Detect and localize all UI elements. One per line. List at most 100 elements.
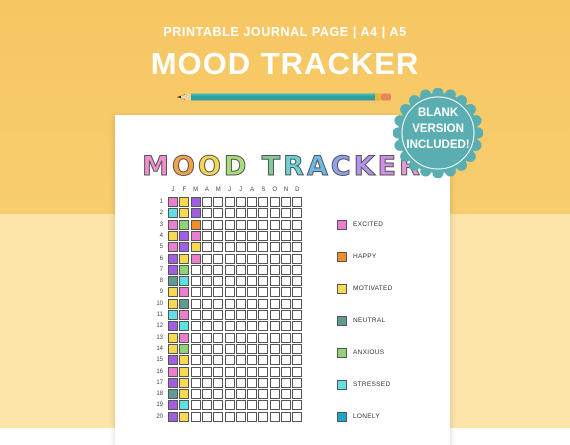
mood-cell[interactable] [213, 242, 224, 253]
mood-cell[interactable] [201, 400, 212, 411]
mood-cell[interactable] [235, 377, 246, 388]
mood-cell[interactable] [292, 389, 303, 400]
mood-cell[interactable] [224, 310, 235, 320]
mood-cell[interactable] [292, 366, 303, 377]
mood-cell[interactable] [292, 298, 303, 309]
mood-cell[interactable] [168, 276, 178, 287]
mood-cell[interactable] [179, 343, 190, 354]
mood-cell[interactable] [258, 343, 269, 354]
mood-cell[interactable] [179, 310, 190, 320]
mood-cell[interactable] [190, 208, 201, 219]
mood-cell[interactable] [292, 253, 303, 264]
mood-cell[interactable] [190, 389, 201, 400]
mood-cell[interactable] [224, 366, 235, 377]
mood-cell[interactable] [179, 389, 190, 400]
mood-cell[interactable] [269, 411, 280, 422]
mood-cell[interactable] [235, 276, 246, 287]
mood-cell[interactable] [168, 321, 178, 332]
mood-cell[interactable] [179, 276, 190, 287]
mood-cell[interactable] [281, 264, 291, 275]
mood-cell[interactable] [213, 264, 224, 275]
mood-cell[interactable] [190, 366, 201, 377]
mood-cell[interactable] [213, 321, 224, 332]
mood-cell[interactable] [168, 208, 178, 219]
mood-cell[interactable] [269, 400, 280, 411]
mood-cell[interactable] [190, 310, 201, 320]
mood-cell[interactable] [235, 343, 246, 354]
mood-cell[interactable] [213, 355, 224, 366]
mood-cell[interactable] [168, 310, 178, 320]
mood-cell[interactable] [235, 400, 246, 411]
mood-cell[interactable] [247, 400, 258, 411]
mood-cell[interactable] [179, 377, 190, 388]
mood-cell[interactable] [247, 321, 258, 332]
mood-cell[interactable] [190, 197, 201, 207]
mood-cell[interactable] [281, 208, 291, 219]
mood-cell[interactable] [201, 264, 212, 275]
mood-cell[interactable] [213, 343, 224, 354]
mood-cell[interactable] [292, 343, 303, 354]
mood-cell[interactable] [224, 400, 235, 411]
mood-cell[interactable] [213, 332, 224, 343]
mood-cell[interactable] [179, 355, 190, 366]
mood-cell[interactable] [201, 377, 212, 388]
mood-cell[interactable] [224, 208, 235, 219]
mood-cell[interactable] [235, 230, 246, 241]
mood-cell[interactable] [281, 253, 291, 264]
mood-cell[interactable] [190, 298, 201, 309]
mood-cell[interactable] [224, 197, 235, 207]
mood-cell[interactable] [247, 197, 258, 207]
mood-cell[interactable] [292, 377, 303, 388]
mood-cell[interactable] [168, 253, 178, 264]
mood-cell[interactable] [179, 253, 190, 264]
mood-cell[interactable] [224, 355, 235, 366]
mood-cell[interactable] [235, 208, 246, 219]
mood-cell[interactable] [258, 208, 269, 219]
mood-cell[interactable] [224, 298, 235, 309]
mood-cell[interactable] [213, 389, 224, 400]
mood-cell[interactable] [258, 400, 269, 411]
mood-cell[interactable] [235, 253, 246, 264]
mood-cell[interactable] [269, 219, 280, 230]
mood-cell[interactable] [168, 355, 178, 366]
mood-cell[interactable] [201, 208, 212, 219]
mood-cell[interactable] [247, 242, 258, 253]
mood-cell[interactable] [269, 366, 280, 377]
mood-cell[interactable] [213, 230, 224, 241]
mood-cell[interactable] [247, 366, 258, 377]
mood-cell[interactable] [179, 298, 190, 309]
mood-cell[interactable] [247, 230, 258, 241]
mood-cell[interactable] [292, 230, 303, 241]
mood-cell[interactable] [258, 287, 269, 298]
mood-cell[interactable] [168, 264, 178, 275]
mood-cell[interactable] [190, 321, 201, 332]
mood-cell[interactable] [281, 287, 291, 298]
mood-cell[interactable] [258, 377, 269, 388]
mood-cell[interactable] [292, 219, 303, 230]
mood-cell[interactable] [258, 366, 269, 377]
mood-cell[interactable] [281, 310, 291, 320]
mood-cell[interactable] [247, 298, 258, 309]
mood-cell[interactable] [224, 253, 235, 264]
mood-cell[interactable] [190, 230, 201, 241]
mood-cell[interactable] [281, 400, 291, 411]
mood-cell[interactable] [292, 287, 303, 298]
mood-cell[interactable] [281, 389, 291, 400]
mood-cell[interactable] [201, 230, 212, 241]
mood-cell[interactable] [201, 298, 212, 309]
mood-cell[interactable] [168, 366, 178, 377]
mood-cell[interactable] [292, 310, 303, 320]
mood-cell[interactable] [292, 208, 303, 219]
mood-cell[interactable] [213, 219, 224, 230]
mood-cell[interactable] [201, 343, 212, 354]
mood-cell[interactable] [190, 219, 201, 230]
mood-cell[interactable] [281, 197, 291, 207]
mood-cell[interactable] [201, 355, 212, 366]
mood-cell[interactable] [168, 400, 178, 411]
mood-cell[interactable] [292, 242, 303, 253]
mood-cell[interactable] [281, 298, 291, 309]
mood-cell[interactable] [258, 389, 269, 400]
mood-cell[interactable] [269, 276, 280, 287]
mood-cell[interactable] [269, 377, 280, 388]
mood-cell[interactable] [190, 343, 201, 354]
